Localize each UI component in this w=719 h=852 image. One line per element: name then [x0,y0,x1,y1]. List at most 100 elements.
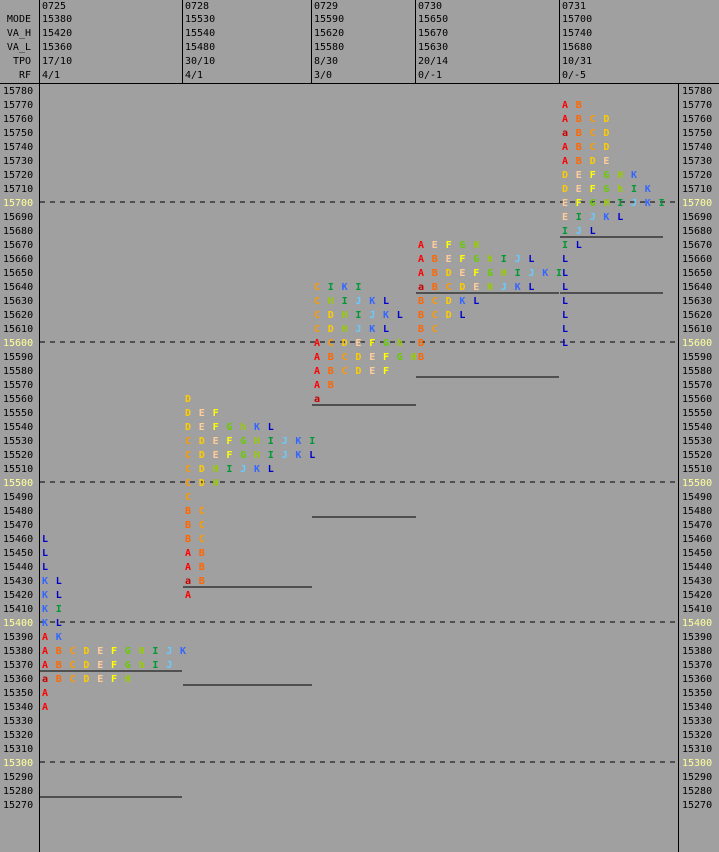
price-label-left: 15770 [3,100,33,111]
tpo-letter: I [56,604,62,615]
price-label-left: 15560 [3,394,33,405]
price-label-left: 15780 [3,86,33,97]
tpo-letter: J [166,660,172,671]
tpo-letter: I [268,436,274,447]
label-va-high: VA_H [6,28,31,39]
price-label-left: 15420 [3,590,33,601]
tpo-letter: C [328,338,334,349]
price-label-left: 15670 [3,240,33,251]
tpo-letter: D [83,646,89,657]
price-label-left: 15630 [3,296,33,307]
price-label-left: 15740 [3,142,33,153]
tpo-letter: h [139,660,145,671]
tpo-letter: J [240,464,246,475]
tpo-letter: D [603,114,609,125]
price-label-left: 15510 [3,464,33,475]
price-label-left: 15690 [3,212,33,223]
tpo-letter: H [411,352,417,363]
tpo-letter: D [603,128,609,139]
tpo-letter: F [213,422,219,433]
tpo-letter: L [562,296,568,307]
label-tpo: TPO [12,56,31,67]
tpo-letter: H [487,282,493,293]
tpo-letter: B [576,128,582,139]
tpo-letter: D [185,422,191,433]
tpo-letter: D [199,478,205,489]
price-label-left: 15570 [3,380,33,391]
price-label-right: 15490 [682,492,712,503]
day-va-high: 15670 [418,28,449,39]
price-label-right: 15550 [682,408,712,419]
header-panel: MODE VA_H VA_L TPO RF 0725 15380 15420 1… [0,0,719,84]
tpo-letter: I [355,282,361,293]
price-label-right: 15430 [682,576,712,587]
tpo-letter: F [226,436,232,447]
tpo-letter: C [185,492,191,503]
tpo-letter: G [487,268,493,279]
header-separator [415,0,416,84]
tpo-letter: C [446,282,452,293]
tpo-letter: B [199,562,205,573]
tpo-letter: G [125,646,131,657]
price-label-right: 15360 [682,674,712,685]
price-label-right: 15730 [682,156,712,167]
tpo-letter: A [185,562,191,573]
price-label-left: 15310 [3,744,33,755]
tpo-letter: D [83,660,89,671]
price-label-left: 15380 [3,646,33,657]
day-va-high: 15420 [42,28,73,39]
price-label-left: 15390 [3,632,33,643]
tpo-letter: C [185,450,191,461]
tpo-letter: C [314,310,320,321]
tpo-letter: F [590,184,596,195]
header-separator [39,0,40,84]
tpo-letter: K [42,576,48,587]
price-label-right: 15450 [682,548,712,559]
price-label-left: 15730 [3,156,33,167]
tpo-letter: E [446,254,452,265]
tpo-letter: B [432,268,438,279]
tpo-letter: L [397,310,403,321]
price-label-left: 15680 [3,226,33,237]
tpo-letter: H [254,436,260,447]
price-label-left: 15660 [3,254,33,265]
tpo-letter: F [383,352,389,363]
tpo-letter: K [42,590,48,601]
tpo-letter: L [562,310,568,321]
tpo-letter: K [645,198,651,209]
tpo-letter: B [328,352,334,363]
price-label-left: 15460 [3,534,33,545]
tpo-letter: I [152,660,158,671]
price-label-right: 15740 [682,142,712,153]
tpo-letter: B [576,142,582,153]
price-label-left: 15430 [3,576,33,587]
price-label-left: 15270 [3,800,33,811]
tpo-letter: a [418,282,424,293]
tpo-letter: D [199,436,205,447]
price-label-left: 15480 [3,506,33,517]
price-label-right: 15310 [682,744,712,755]
tpo-letter: D [185,408,191,419]
tpo-letter: A [42,632,48,643]
price-label-right: 15670 [682,240,712,251]
price-label-right: 15400 [682,618,712,629]
tpo-letter: B [418,338,424,349]
tpo-letter: B [328,380,334,391]
price-label-right: 15440 [682,562,712,573]
price-label-left: 15610 [3,324,33,335]
day-rf: 3/0 [314,70,333,81]
tpo-letter: A [42,702,48,713]
tpo-letter: F [111,646,117,657]
tpo-letter: D [603,142,609,153]
day-rf: 0/-5 [562,70,587,81]
tpo-letter: B [576,156,582,167]
tpo-letter: C [590,128,596,139]
price-label-right: 15280 [682,786,712,797]
tpo-letter: B [418,310,424,321]
tpo-letter: L [562,268,568,279]
tpo-letter: A [562,114,568,125]
tpo-letter: F [383,366,389,377]
price-label-right: 15660 [682,254,712,265]
tpo-letter: J [576,226,582,237]
